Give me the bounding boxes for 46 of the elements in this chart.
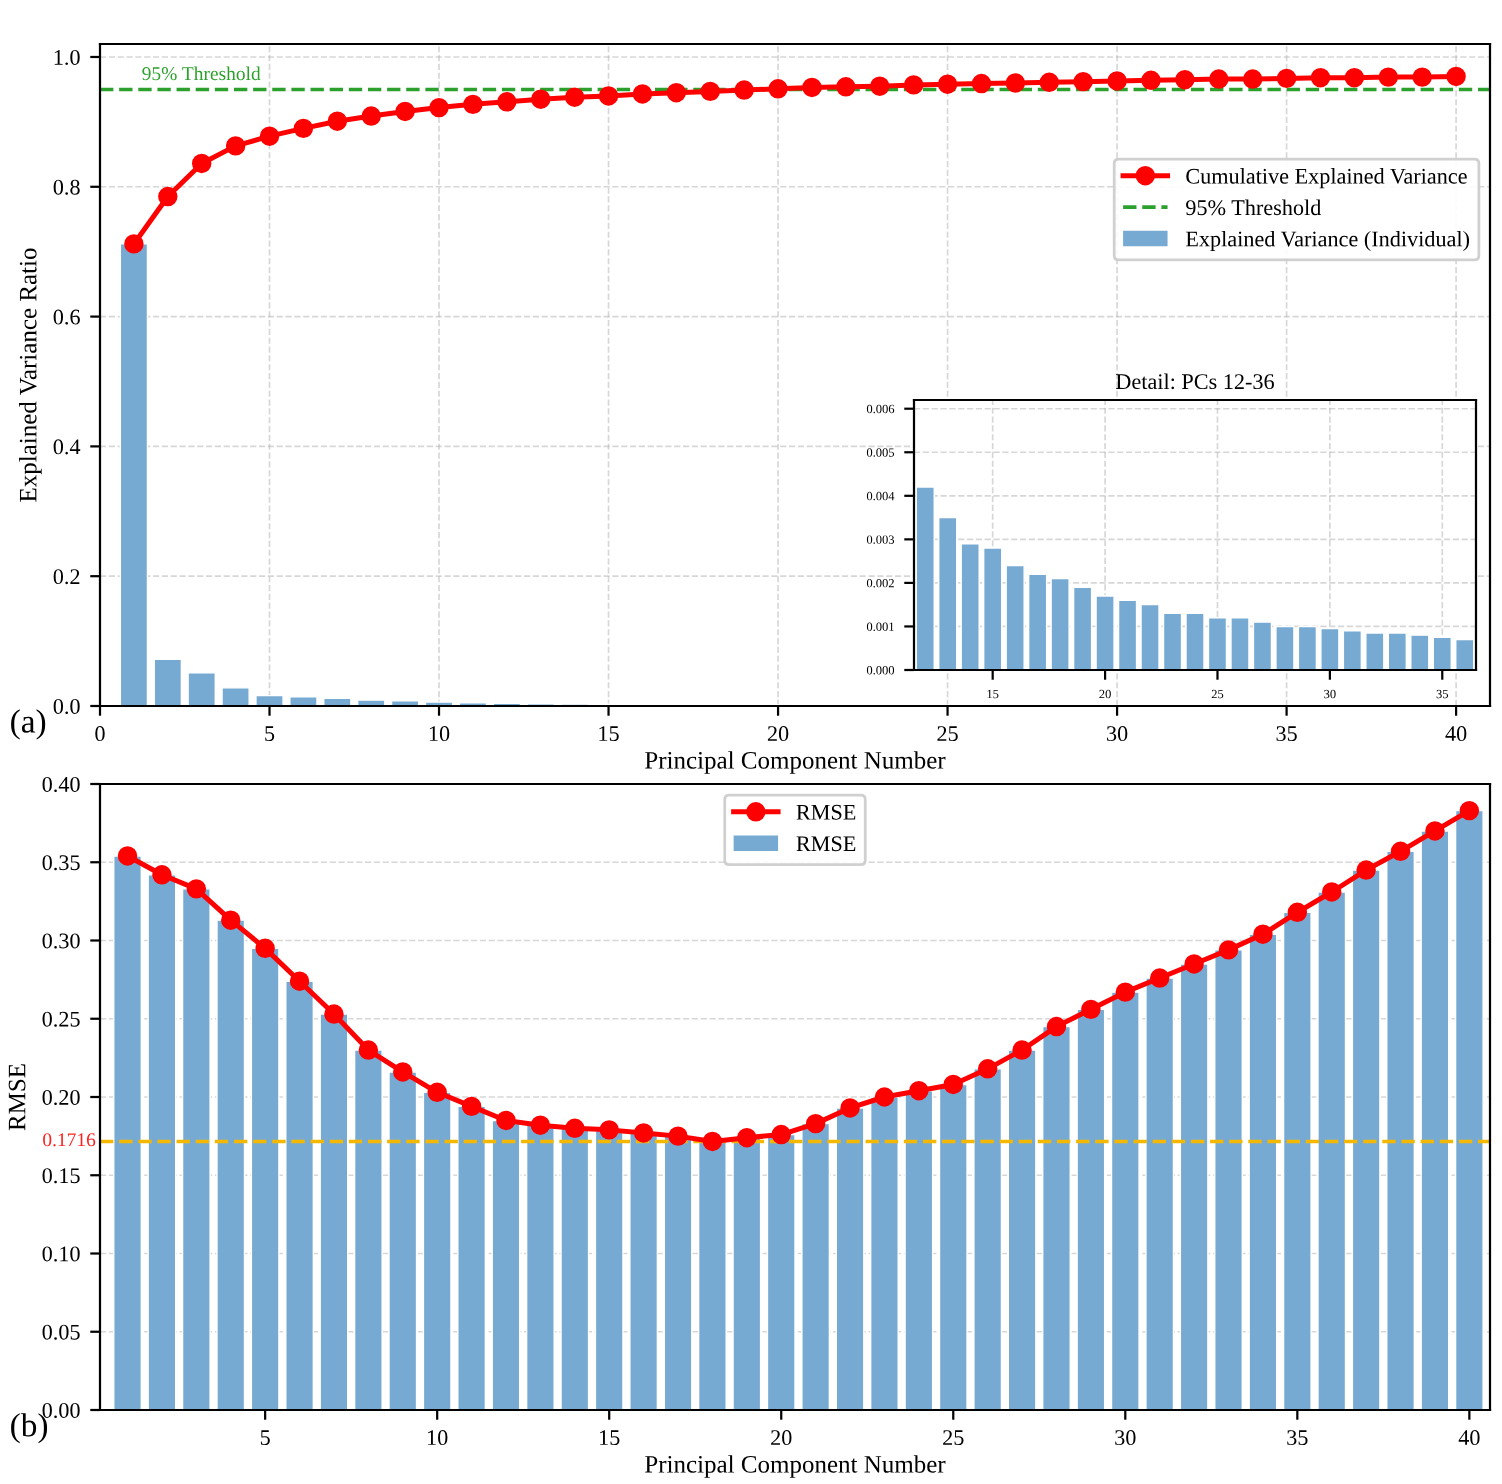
y-tick-label: 0.10 <box>42 1246 80 1262</box>
y-tick-label: 0.00 <box>42 1402 80 1419</box>
y-tick-label: 0.15 <box>42 1168 80 1184</box>
x-axis-title: Principal Component Number <box>645 1455 946 1478</box>
x-tick-label: 35 <box>1287 1430 1308 1446</box>
x-tick-label: 20 <box>771 1430 792 1446</box>
chart-title: Detail: PCs 12-36 <box>1116 373 1274 390</box>
y-tick-label: 0.4 <box>53 439 81 455</box>
x-tick-label: 40 <box>1458 1430 1480 1446</box>
x-axis-title: Principal Component Number <box>645 751 946 774</box>
x-tick-label: 30 <box>1107 726 1128 742</box>
text: 95% Threshold <box>1186 199 1322 216</box>
x-tick-label: 20 <box>767 726 789 742</box>
y-tick-label: 0.30 <box>42 933 80 949</box>
y-tick-label: 0.40 <box>42 776 80 793</box>
legend-label: Explained Variance (Individual) <box>1185 230 1470 252</box>
y-tick-label: 0.35 <box>42 855 80 871</box>
y-tick-label: 0.2 <box>53 569 80 585</box>
y-tick-label: 0.20 <box>42 1089 80 1106</box>
y-axis-title: RMSE <box>8 1064 26 1131</box>
y-axis-title: Explained Variance Ratio <box>18 248 42 502</box>
x-tick-label: 35 <box>1276 726 1297 742</box>
y-tick-label: 0.25 <box>42 1011 80 1027</box>
legend-label: RMSE <box>796 804 856 820</box>
x-tick-label: 15 <box>600 1430 620 1446</box>
legend-label: RMSE <box>796 836 856 852</box>
text: 0.1716 <box>43 1133 96 1147</box>
y-tick-label: 1.0 <box>54 49 80 66</box>
y-tick-label: 0.0 <box>53 698 80 715</box>
x-tick-label: 5 <box>260 1430 270 1446</box>
y-tick-label: 0.6 <box>53 309 80 325</box>
x-tick-label: 5 <box>265 726 275 742</box>
x-tick-label: 15 <box>599 726 619 742</box>
text: (b) <box>11 1413 48 1444</box>
y-tick-label: 0.8 <box>53 179 80 195</box>
x-tick-label: 30 <box>1115 1430 1136 1446</box>
x-tick-label: 10 <box>429 726 450 742</box>
legend-label: Cumulative Explained Variance <box>1186 168 1467 189</box>
x-tick-label: 0 <box>95 726 105 742</box>
x-tick-label: 40 <box>1445 726 1467 742</box>
y-tick-label: 0.05 <box>42 1324 80 1340</box>
x-tick-label: 10 <box>428 1430 448 1446</box>
x-tick-label: 25 <box>943 1430 964 1446</box>
ref-line-label: 95% Threshold <box>142 66 261 81</box>
text: (a) <box>11 709 46 740</box>
x-tick-label: 25 <box>937 726 958 742</box>
